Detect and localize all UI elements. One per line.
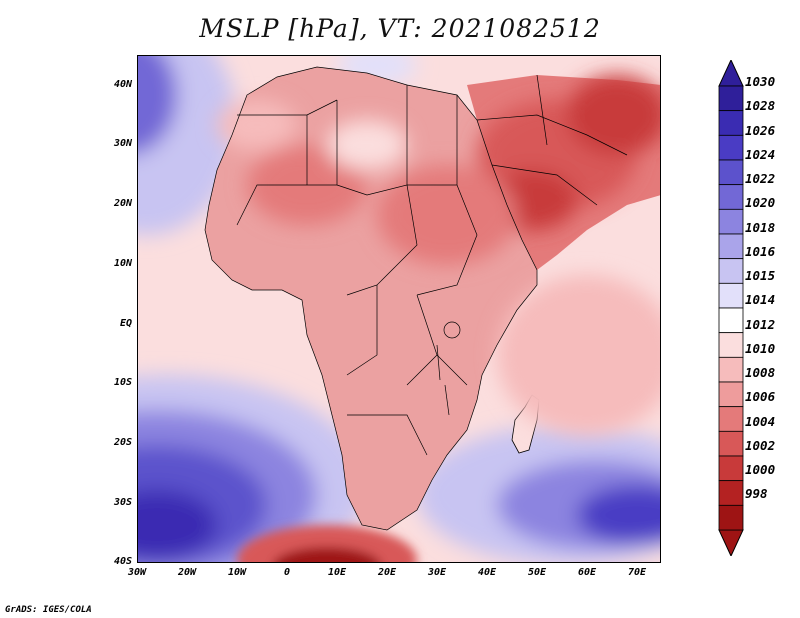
colorbar-cell (718, 184, 744, 210)
lon-label: 0 (283, 567, 291, 578)
colorbar-label: 1014 (745, 292, 776, 307)
colorbar-cell (718, 85, 744, 112)
footer-credit: GrADS: IGES/COLA (5, 605, 92, 615)
colorbar-label: 1016 (745, 244, 776, 259)
colorbar-label: 1020 (745, 195, 776, 210)
lat-label: 40S (113, 556, 132, 567)
colorbar-top-arrow (718, 60, 744, 87)
lat-label: 10N (113, 258, 132, 269)
colorbar-label: 1015 (745, 268, 776, 283)
lake-tanganyika (436, 344, 441, 381)
map-title: MSLP [hPa], VT: 2021082512 (199, 14, 601, 43)
colorbar-label: 1018 (745, 220, 776, 235)
colorbar-label: 1006 (745, 389, 776, 404)
colorbar-label: 1028 (745, 98, 776, 113)
lon-label: 30E (427, 567, 447, 578)
lon-label: 20W (177, 567, 197, 578)
lake-victoria (443, 321, 461, 339)
lat-label: EQ (119, 318, 132, 329)
southern-low (237, 525, 417, 563)
colorbar-cell (718, 208, 744, 235)
colorbar-label: 998 (745, 486, 768, 501)
lon-label: 60E (577, 567, 597, 578)
lat-label: 40N (113, 79, 132, 90)
colorbar-cell (718, 134, 744, 161)
colorbar-cell (718, 110, 744, 136)
lat-label: 10S (113, 377, 132, 388)
colorbar-cell (718, 406, 744, 432)
lon-label: 40E (477, 567, 497, 578)
colorbar-bottom-arrow (718, 529, 744, 556)
colorbar-cell (718, 381, 744, 408)
colorbar-label: 1008 (745, 365, 776, 380)
lat-label: 30N (113, 138, 132, 149)
lat-label: 20S (113, 437, 132, 448)
lon-label: 50E (527, 567, 547, 578)
map-border (137, 55, 661, 563)
lat-label: 30S (113, 497, 132, 508)
colorbar-cell (718, 332, 744, 358)
colorbar-label: 1030 (745, 74, 776, 89)
lat-label: 20N (113, 198, 132, 209)
lake-malawi (444, 384, 450, 416)
lon-label: 30W (127, 567, 147, 578)
colorbar-cell (718, 480, 744, 506)
colorbar-cell (718, 282, 744, 309)
lon-label: 10E (327, 567, 347, 578)
country-borders (204, 66, 628, 531)
lon-label: 70E (627, 567, 647, 578)
mslp-map (137, 55, 661, 563)
colorbar-label: 1002 (745, 438, 776, 453)
colorbar-cell (718, 307, 744, 334)
lon-label: 10W (227, 567, 247, 578)
colorbar-label: 1026 (745, 123, 776, 138)
colorbar (718, 60, 744, 556)
lon-label: 20E (377, 567, 397, 578)
colorbar-cell (718, 430, 744, 457)
colorbar-label: 1000 (745, 462, 776, 477)
colorbar-cell (718, 258, 744, 284)
colorbar-label: 1012 (745, 317, 776, 332)
colorbar-cell (718, 455, 744, 482)
colorbar-label: 1024 (745, 147, 776, 162)
colorbar-label: 1010 (745, 341, 776, 356)
colorbar-cell (718, 159, 744, 186)
colorbar-cell (718, 504, 744, 531)
colorbar-cell (718, 356, 744, 383)
colorbar-cell (718, 233, 744, 260)
colorbar-label: 1004 (745, 414, 776, 429)
colorbar-label: 1022 (745, 171, 776, 186)
